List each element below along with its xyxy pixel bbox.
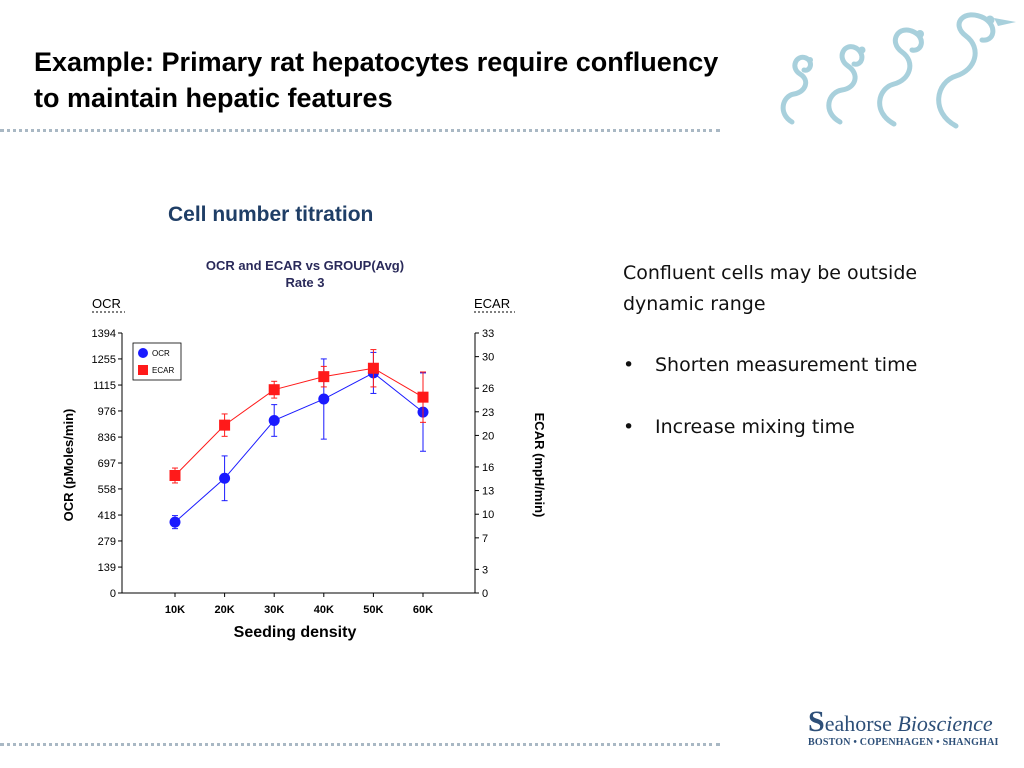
logo-initial: S bbox=[808, 705, 825, 738]
left-tick-label: 836 bbox=[98, 432, 116, 444]
left-tick-label: 558 bbox=[98, 484, 116, 496]
left-tick-label: 139 bbox=[98, 562, 116, 574]
left-tick-label: 279 bbox=[98, 536, 116, 548]
data-point-ocr bbox=[169, 516, 181, 528]
bullet-dot-icon: • bbox=[623, 354, 635, 376]
left-tick-label: 1394 bbox=[92, 328, 116, 340]
left-tick-label: 1115 bbox=[93, 380, 116, 392]
right-tick-label: 10 bbox=[482, 509, 494, 521]
data-point-ocr bbox=[268, 414, 280, 426]
seahorse-icon bbox=[936, 12, 996, 129]
data-point-ecar bbox=[169, 469, 181, 481]
notes-lead: Confluent cells may be outside dynamic r… bbox=[623, 262, 918, 315]
left-tick-label: 418 bbox=[98, 510, 116, 522]
x-tick-label: 50K bbox=[363, 604, 383, 616]
left-tick-label: 0 bbox=[110, 588, 116, 600]
bullet-text: Increase mixing time bbox=[655, 416, 855, 438]
x-axis-label: Seeding density bbox=[234, 624, 357, 641]
logo-name-italic: Bioscience bbox=[897, 711, 993, 736]
bullet-text: Shorten measurement time bbox=[655, 354, 918, 376]
left-axis-label: OCR (pMoles/min) bbox=[61, 409, 76, 522]
left-tick-label: 1255 bbox=[92, 354, 116, 366]
data-point-ocr bbox=[219, 472, 231, 484]
bullet-item: • Shorten measurement time bbox=[623, 350, 983, 381]
top-dotted-divider bbox=[0, 129, 720, 132]
data-point-ocr bbox=[318, 393, 330, 405]
data-point-ecar bbox=[417, 391, 429, 403]
notes-panel: Confluent cells may be outside dynamic r… bbox=[623, 258, 983, 474]
chart-title: OCR and ECAR vs GROUP(Avg) bbox=[206, 258, 404, 273]
series-line-ecar bbox=[174, 367, 424, 476]
left-axis-tag: OCR bbox=[92, 296, 121, 311]
seahorse-icon bbox=[780, 54, 813, 125]
chart-subtitle: Rate 3 bbox=[285, 275, 324, 290]
bottom-dotted-divider bbox=[0, 743, 720, 746]
right-tick-label: 20 bbox=[482, 430, 494, 442]
data-point-ecar bbox=[367, 362, 379, 374]
slide-title: Example: Primary rat hepatocytes require… bbox=[34, 47, 719, 113]
right-tick-label: 23 bbox=[482, 407, 494, 419]
data-point-ecar bbox=[268, 384, 280, 396]
x-tick-label: 60K bbox=[413, 604, 433, 616]
legend-ocr-marker bbox=[138, 348, 148, 358]
x-tick-label: 10K bbox=[165, 604, 185, 616]
x-tick-label: 30K bbox=[264, 604, 284, 616]
logo-cities: BOSTON • COPENHAGEN • SHANGHAI bbox=[808, 737, 999, 748]
right-tick-label: 30 bbox=[482, 352, 494, 364]
legend-ocr-label: OCR bbox=[152, 349, 170, 358]
logo-name: Seahorse Bioscience bbox=[808, 705, 1008, 739]
legend-ecar-label: ECAR bbox=[152, 366, 174, 375]
bullet-item: • Increase mixing time bbox=[623, 412, 983, 443]
series-line-ocr bbox=[174, 372, 424, 523]
ocr-ecar-chart: OCR and ECAR vs GROUP(Avg) Rate 3 OCR ECAR 0… bbox=[61, 258, 547, 641]
right-tick-label: 7 bbox=[482, 533, 488, 545]
bullet-dot-icon: • bbox=[623, 416, 635, 438]
right-tick-label: 16 bbox=[482, 462, 494, 474]
x-tick-label: 20K bbox=[215, 604, 235, 616]
right-tick-label: 26 bbox=[482, 383, 494, 395]
right-axis-tag: ECAR bbox=[474, 296, 510, 311]
data-point-ecar bbox=[219, 419, 231, 431]
seahorse-icon bbox=[877, 27, 924, 127]
seahorse-logo-graphic bbox=[780, 12, 1016, 129]
data-point-ecar bbox=[318, 371, 330, 383]
x-tick-label: 40K bbox=[314, 604, 334, 616]
right-tick-label: 0 bbox=[482, 588, 488, 600]
right-tick-label: 3 bbox=[482, 564, 488, 576]
seahorse-icon bbox=[826, 44, 865, 125]
left-tick-label: 976 bbox=[98, 406, 116, 418]
right-tick-label: 13 bbox=[482, 486, 494, 498]
right-axis-label: ECAR (mpH/min) bbox=[532, 413, 547, 518]
seahorse-bioscience-logo: Seahorse Bioscience BOSTON • COPENHAGEN … bbox=[808, 705, 1008, 755]
logo-name-rest: eahorse bbox=[824, 711, 892, 736]
right-tick-label: 33 bbox=[482, 328, 494, 340]
section-subtitle: Cell number titration bbox=[168, 203, 374, 226]
left-tick-label: 697 bbox=[98, 458, 116, 470]
legend-ecar-marker bbox=[138, 365, 148, 375]
